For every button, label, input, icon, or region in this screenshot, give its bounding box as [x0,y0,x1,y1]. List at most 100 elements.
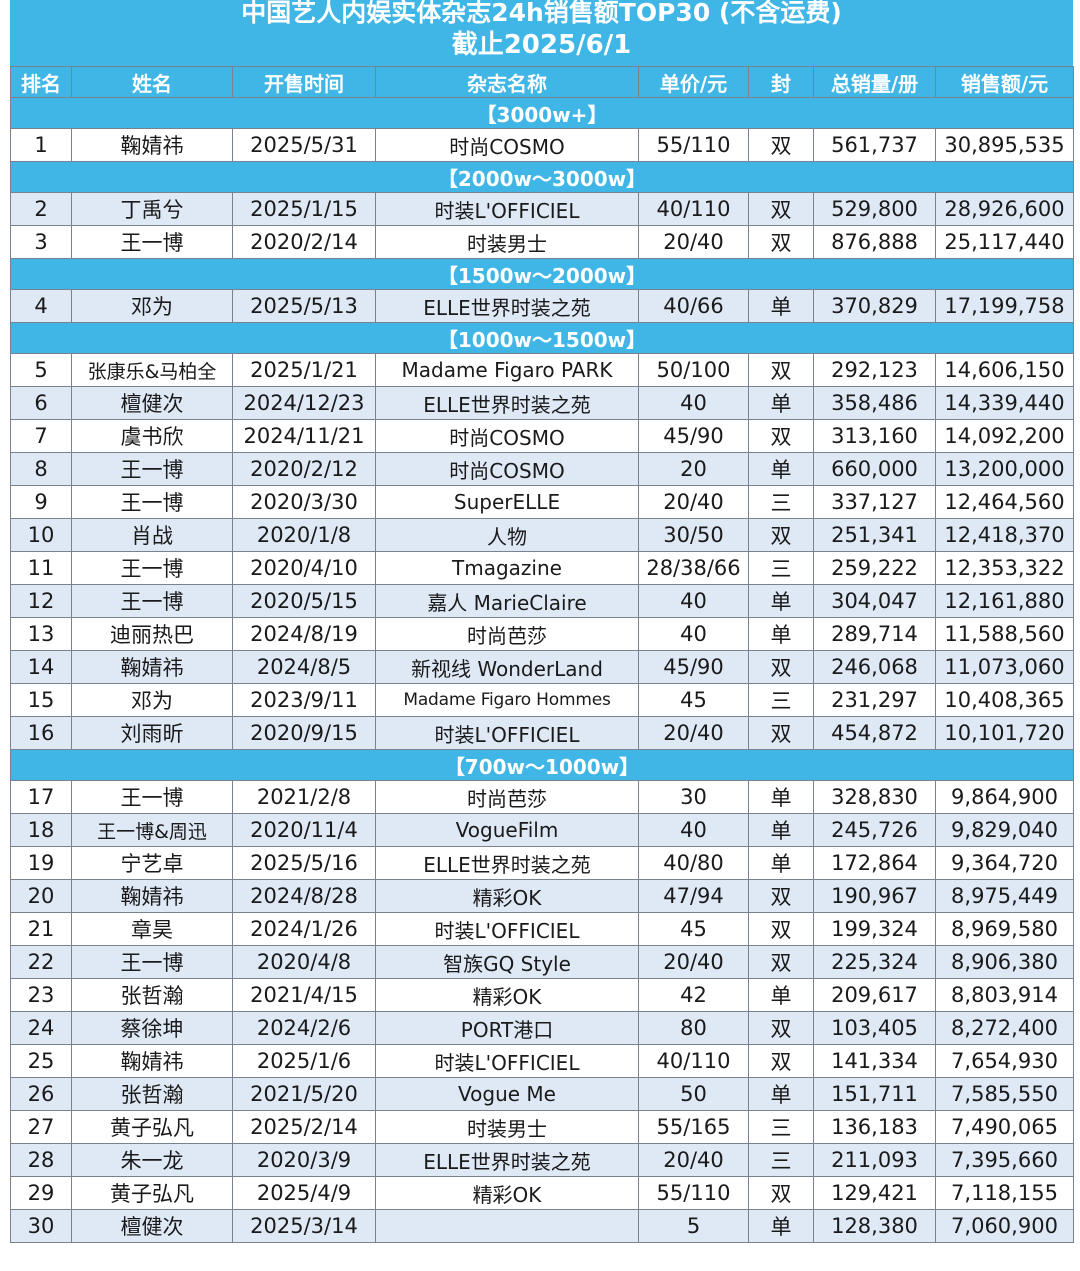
table-row: 30 檀健次 2025/3/14 5 单 128,380 7,060,900 [10,1209,1074,1243]
cell-magazine: 时装L'OFFICIEL [375,1044,639,1078]
tier-header-row: 【700w～1000w】 [10,749,1074,781]
cell-rank: 9 [10,485,72,519]
cell-unit-price: 20/40 [638,716,749,750]
cell-sales-amount: 10,408,365 [935,683,1074,717]
column-header-total-copies: 总销量/册 [813,66,936,98]
cell-release-date: 2020/4/8 [232,945,376,979]
cell-unit-price: 40 [638,617,749,651]
cell-unit-price: 55/165 [638,1110,749,1144]
cell-name: 王一博 [71,485,233,519]
cell-sales-amount: 7,585,550 [935,1077,1074,1111]
table-row: 22 王一博 2020/4/8 智族GQ Style 20/40 双 225,324 8,90… [10,945,1074,979]
cell-total-copies: 358,486 [813,386,936,420]
cell-unit-price: 40/110 [638,192,749,226]
cell-cover: 单 [748,617,814,651]
cell-name: 黄子弘凡 [71,1176,233,1210]
cell-name: 张哲瀚 [71,978,233,1012]
cell-magazine: 时尚芭莎 [375,617,639,651]
cell-rank: 4 [10,289,72,323]
cell-name: 张康乐&马柏全 [71,353,233,387]
cell-rank: 29 [10,1176,72,1210]
cell-total-copies: 313,160 [813,419,936,453]
cell-magazine: Tmagazine [375,551,639,585]
cell-cover: 三 [748,683,814,717]
page-title: 中国艺人内娱实体杂志24h销售额TOP30 (不含运费) [241,0,842,27]
title-banner: 中国艺人内娱实体杂志24h销售额TOP30 (不含运费) 截止2025/6/1 [10,0,1073,66]
tier-label: 【3000w+】 [10,97,1074,129]
cell-sales-amount: 9,364,720 [935,846,1074,880]
cell-sales-amount: 9,864,900 [935,780,1074,814]
sales-ranking-sheet: 中国艺人内娱实体杂志24h销售额TOP30 (不含运费) 截止2025/6/1 … [10,0,1074,1257]
cell-sales-amount: 13,200,000 [935,452,1074,486]
column-header-release-date: 开售时间 [232,66,376,98]
cell-total-copies: 529,800 [813,192,936,226]
table-row: 16 刘雨昕 2020/9/15 时装L'OFFICIEL 20/40 双 454,872 1… [10,716,1074,750]
cell-cover: 单 [748,846,814,880]
cell-name: 章昊 [71,912,233,946]
cell-name: 蔡徐坤 [71,1011,233,1045]
cell-unit-price: 40/110 [638,1044,749,1078]
cell-release-date: 2023/9/11 [232,683,376,717]
cell-name: 王一博 [71,780,233,814]
cell-cover: 单 [748,452,814,486]
cell-release-date: 2025/2/14 [232,1110,376,1144]
cell-name: 王一博 [71,225,233,259]
table-row: 5 张康乐&马柏全 2025/1/21 Madame Figaro PARK 50/10… [10,353,1074,387]
cell-rank: 16 [10,716,72,750]
cell-release-date: 2024/8/19 [232,617,376,651]
cell-unit-price: 50/100 [638,353,749,387]
cell-release-date: 2025/5/16 [232,846,376,880]
table-row: 4 邓为 2025/5/13 ELLE世界时装之苑 40/66 单 370,829 17,19… [10,289,1074,323]
cell-rank: 11 [10,551,72,585]
cell-total-copies: 561,737 [813,128,936,162]
cell-name: 王一博 [71,945,233,979]
cell-sales-amount: 14,092,200 [935,419,1074,453]
table-row: 11 王一博 2020/4/10 Tmagazine 28/38/66 三 259,222 1… [10,551,1074,585]
cell-cover: 双 [748,1176,814,1210]
table-row: 20 鞠婧祎 2024/8/28 精彩OK 47/94 双 190,967 8,975,449 [10,879,1074,913]
cell-total-copies: 259,222 [813,551,936,585]
cell-magazine: 时装男士 [375,225,639,259]
cell-unit-price: 40 [638,386,749,420]
table-row: 21 章昊 2024/1/26 时装L'OFFICIEL 45 双 199,324 8,969… [10,912,1074,946]
cell-release-date: 2020/3/30 [232,485,376,519]
cell-rank: 12 [10,584,72,618]
cell-sales-amount: 28,926,600 [935,192,1074,226]
cell-sales-amount: 10,101,720 [935,716,1074,750]
cell-name: 肖战 [71,518,233,552]
cell-name: 丁禹兮 [71,192,233,226]
cell-total-copies: 141,334 [813,1044,936,1078]
cell-magazine: 精彩OK [375,879,639,913]
cell-unit-price: 45/90 [638,419,749,453]
cell-sales-amount: 8,906,380 [935,945,1074,979]
cell-name: 张哲瀚 [71,1077,233,1111]
cell-rank: 15 [10,683,72,717]
cell-total-copies: 660,000 [813,452,936,486]
tier-label: 【1000w～1500w】 [10,322,1074,354]
table-row: 26 张哲瀚 2021/5/20 Vogue Me 50 单 151,711 7,585,55… [10,1077,1074,1111]
cell-release-date: 2024/12/23 [232,386,376,420]
cell-name: 邓为 [71,289,233,323]
cell-sales-amount: 11,073,060 [935,650,1074,684]
table-row: 18 王一博&周迅 2020/11/4 VogueFilm 40 单 245,726 9,82… [10,813,1074,847]
cell-release-date: 2024/8/5 [232,650,376,684]
cell-total-copies: 172,864 [813,846,936,880]
column-header-rank: 排名 [10,66,72,98]
table-row: 15 邓为 2023/9/11 Madame Figaro Hommes 45 三 231,… [10,683,1074,717]
tier-header-row: 【2000w～3000w】 [10,161,1074,193]
cell-unit-price: 55/110 [638,1176,749,1210]
cell-release-date: 2021/2/8 [232,780,376,814]
cell-cover: 双 [748,518,814,552]
cell-cover: 三 [748,1110,814,1144]
cell-release-date: 2020/11/4 [232,813,376,847]
cell-magazine: 智族GQ Style [375,945,639,979]
cell-release-date: 2025/5/13 [232,289,376,323]
cell-name: 鞠婧祎 [71,650,233,684]
cell-sales-amount: 12,353,322 [935,551,1074,585]
cell-total-copies: 151,711 [813,1077,936,1111]
cell-unit-price: 40 [638,813,749,847]
cell-cover: 双 [748,128,814,162]
cell-cover: 双 [748,419,814,453]
cell-rank: 30 [10,1209,72,1243]
cell-magazine: 时尚COSMO [375,128,639,162]
